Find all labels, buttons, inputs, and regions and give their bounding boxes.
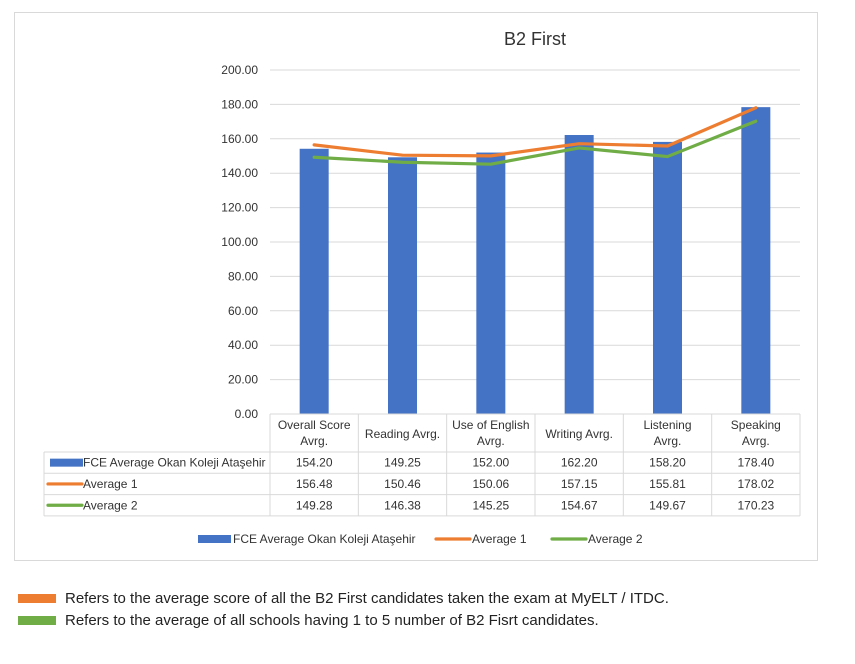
data-label: 149.67	[649, 498, 686, 512]
y-tick-label: 160.00	[221, 132, 258, 146]
data-label: 145.25	[472, 498, 509, 512]
x-category-label: Use of English	[452, 418, 529, 432]
x-category-label: Speaking	[731, 418, 781, 432]
x-category-label: Reading Avrg.	[365, 427, 440, 441]
chart-area: B2 First 0.00 20.00 40.00 60.00 80.00 100.00 12…	[14, 12, 818, 561]
y-tick-label: 180.00	[221, 97, 258, 111]
x-category-label: Avrg.	[477, 434, 505, 448]
data-label: 170.23	[737, 498, 774, 512]
bar	[564, 135, 594, 415]
average-1-line	[312, 106, 758, 158]
y-tick-label: 40.00	[228, 338, 258, 352]
data-label: 155.81	[649, 477, 686, 491]
row-key-bar	[50, 458, 83, 467]
note-average-1-text: Refers to the average score of all the B…	[65, 589, 669, 607]
b2-first-chart: B2 First 0.00 20.00 40.00 60.00 80.00 100.00 12…	[14, 12, 818, 561]
y-tick-label: 200.00	[221, 63, 258, 77]
chart-title: B2 First	[504, 29, 566, 49]
bar	[741, 107, 771, 414]
note-average-1-swatch	[18, 593, 56, 603]
bar	[653, 141, 682, 414]
data-label: 149.25	[384, 456, 421, 470]
data-label: 146.38	[384, 498, 421, 512]
row-series-name: Average 2	[83, 498, 138, 512]
y-tick-label: 60.00	[228, 304, 258, 318]
average-2-line	[312, 119, 758, 166]
x-category-label: Avrg.	[742, 434, 770, 448]
data-label: 150.46	[384, 477, 421, 491]
y-tick-label: 100.00	[221, 235, 258, 249]
note-average-2-text: Refers to the average of all schools hav…	[65, 611, 599, 629]
y-tick-label: 0.00	[235, 407, 259, 421]
legend-label: Average 2	[588, 532, 643, 546]
y-tick-label: 80.00	[228, 269, 258, 283]
y-tick-label: 120.00	[221, 201, 258, 215]
row-series-name: Average 1	[83, 477, 138, 491]
data-label: 157.15	[561, 477, 598, 491]
x-category-label: Avrg.	[300, 434, 328, 448]
bar	[299, 148, 329, 414]
legend-key-bar	[198, 535, 231, 543]
row-series-name: FCE Average Okan Koleji Ataşehir	[83, 456, 266, 470]
y-tick-label: 140.00	[221, 166, 258, 180]
note-average-2: Refers to the average of all schools hav…	[18, 610, 599, 630]
legend-label: Average 1	[472, 532, 527, 546]
legend-label: FCE Average Okan Koleji Ataşehir	[233, 532, 416, 546]
bar	[476, 152, 506, 414]
note-average-2-swatch	[18, 615, 56, 625]
data-label: 152.00	[472, 456, 509, 470]
data-label: 149.28	[296, 498, 333, 512]
note-average-1: Refers to the average score of all the B…	[18, 588, 669, 608]
data-label: 178.40	[737, 456, 774, 470]
x-category-label: Avrg.	[654, 434, 682, 448]
data-label: 154.67	[561, 498, 598, 512]
data-label: 158.20	[649, 456, 686, 470]
x-category-label: Listening	[643, 418, 691, 432]
data-label: 178.02	[737, 477, 774, 491]
data-label: 156.48	[296, 477, 333, 491]
data-label: 154.20	[296, 456, 333, 470]
bar	[388, 157, 417, 415]
y-tick-label: 20.00	[228, 373, 258, 387]
data-label: 162.20	[561, 456, 598, 470]
data-label: 150.06	[472, 477, 509, 491]
x-category-label: Overall Score	[278, 418, 351, 432]
x-category-label: Writing Avrg.	[545, 427, 613, 441]
